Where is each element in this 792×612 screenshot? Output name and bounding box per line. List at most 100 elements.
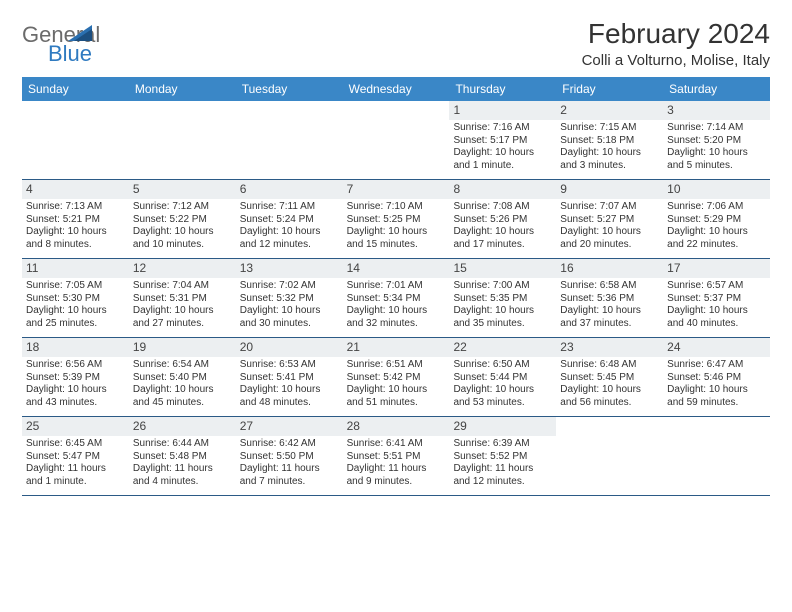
- day-cell: 18Sunrise: 6:56 AMSunset: 5:39 PMDayligh…: [22, 338, 129, 416]
- day-cell: 17Sunrise: 6:57 AMSunset: 5:37 PMDayligh…: [663, 259, 770, 337]
- sunrise-text: Sunrise: 6:39 AM: [453, 438, 552, 451]
- day-cell: 25Sunrise: 6:45 AMSunset: 5:47 PMDayligh…: [22, 417, 129, 495]
- day-cell: 6Sunrise: 7:11 AMSunset: 5:24 PMDaylight…: [236, 180, 343, 258]
- day-number: 18: [22, 338, 129, 357]
- day-cell: 5 Sunrise: 7:12 AMSunset: 5:22 PMDaylight…: [129, 180, 236, 258]
- day-number: 4: [22, 180, 129, 199]
- sunset-text: Sunset: 5:20 PM: [667, 135, 766, 148]
- week-row: 25Sunrise: 6:45 AMSunset: 5:47 PMDayligh…: [22, 417, 770, 496]
- weekday-header: Friday: [556, 77, 663, 101]
- day-number: 5: [129, 180, 236, 199]
- sunrise-text: Sunrise: 7:12 AM: [133, 201, 232, 214]
- sunrise-text: Sunrise: 6:58 AM: [560, 280, 659, 293]
- sunset-text: Sunset: 5:40 PM: [133, 372, 232, 385]
- sunset-text: Sunset: 5:26 PM: [453, 214, 552, 227]
- day-cell: 7Sunrise: 7:10 AMSunset: 5:25 PMDaylight…: [343, 180, 450, 258]
- sunrise-text: Sunrise: 7:04 AM: [133, 280, 232, 293]
- sunrise-text: Sunrise: 6:53 AM: [240, 359, 339, 372]
- day-cell: 28Sunrise: 6:41 AMSunset: 5:51 PMDayligh…: [343, 417, 450, 495]
- day-cell: 23Sunrise: 6:48 AMSunset: 5:45 PMDayligh…: [556, 338, 663, 416]
- day-number: 11: [22, 259, 129, 278]
- sunrise-text: Sunrise: 6:54 AM: [133, 359, 232, 372]
- sunset-text: Sunset: 5:25 PM: [347, 214, 446, 227]
- day-cell: .: [556, 417, 663, 495]
- daylight-text: Daylight: 10 hours and 48 minutes.: [240, 384, 339, 409]
- daylight-text: Daylight: 10 hours and 56 minutes.: [560, 384, 659, 409]
- sunset-text: Sunset: 5:29 PM: [667, 214, 766, 227]
- day-cell: 11Sunrise: 7:05 AMSunset: 5:30 PMDayligh…: [22, 259, 129, 337]
- sunset-text: Sunset: 5:46 PM: [667, 372, 766, 385]
- sunset-text: Sunset: 5:32 PM: [240, 293, 339, 306]
- daylight-text: Daylight: 10 hours and 53 minutes.: [453, 384, 552, 409]
- daylight-text: Daylight: 10 hours and 59 minutes.: [667, 384, 766, 409]
- sunset-text: Sunset: 5:39 PM: [26, 372, 125, 385]
- sunset-text: Sunset: 5:17 PM: [453, 135, 552, 148]
- daylight-text: Daylight: 10 hours and 22 minutes.: [667, 226, 766, 251]
- week-row: 4Sunrise: 7:13 AMSunset: 5:21 PMDaylight…: [22, 180, 770, 259]
- title-block: February 2024 Colli a Volturno, Molise, …: [582, 18, 770, 69]
- sunset-text: Sunset: 5:18 PM: [560, 135, 659, 148]
- sunset-text: Sunset: 5:21 PM: [26, 214, 125, 227]
- daylight-text: Daylight: 10 hours and 51 minutes.: [347, 384, 446, 409]
- day-number: 6: [236, 180, 343, 199]
- sunset-text: Sunset: 5:31 PM: [133, 293, 232, 306]
- day-number: 22: [449, 338, 556, 357]
- daylight-text: Daylight: 10 hours and 8 minutes.: [26, 226, 125, 251]
- day-cell: 12Sunrise: 7:04 AMSunset: 5:31 PMDayligh…: [129, 259, 236, 337]
- day-cell: 14Sunrise: 7:01 AMSunset: 5:34 PMDayligh…: [343, 259, 450, 337]
- day-number: 14: [343, 259, 450, 278]
- sunrise-text: Sunrise: 7:13 AM: [26, 201, 125, 214]
- sunrise-text: Sunrise: 7:01 AM: [347, 280, 446, 293]
- sunrise-text: Sunrise: 7:08 AM: [453, 201, 552, 214]
- day-cell: 27Sunrise: 6:42 AMSunset: 5:50 PMDayligh…: [236, 417, 343, 495]
- sunset-text: Sunset: 5:47 PM: [26, 451, 125, 464]
- sunset-text: Sunset: 5:48 PM: [133, 451, 232, 464]
- day-number: 7: [343, 180, 450, 199]
- sunrise-text: Sunrise: 6:50 AM: [453, 359, 552, 372]
- day-number: 13: [236, 259, 343, 278]
- day-cell: 16Sunrise: 6:58 AMSunset: 5:36 PMDayligh…: [556, 259, 663, 337]
- day-number: 8: [449, 180, 556, 199]
- day-number: 20: [236, 338, 343, 357]
- sunset-text: Sunset: 5:41 PM: [240, 372, 339, 385]
- sunset-text: Sunset: 5:34 PM: [347, 293, 446, 306]
- sunrise-text: Sunrise: 6:41 AM: [347, 438, 446, 451]
- sunrise-text: Sunrise: 6:44 AM: [133, 438, 232, 451]
- day-cell: .: [343, 101, 450, 179]
- day-number: 9: [556, 180, 663, 199]
- daylight-text: Daylight: 11 hours and 4 minutes.: [133, 463, 232, 488]
- sunrise-text: Sunrise: 7:00 AM: [453, 280, 552, 293]
- day-cell: 15Sunrise: 7:00 AMSunset: 5:35 PMDayligh…: [449, 259, 556, 337]
- sunrise-text: Sunrise: 7:02 AM: [240, 280, 339, 293]
- daylight-text: Daylight: 10 hours and 3 minutes.: [560, 147, 659, 172]
- daylight-text: Daylight: 10 hours and 25 minutes.: [26, 305, 125, 330]
- day-number: 12: [129, 259, 236, 278]
- sunset-text: Sunset: 5:22 PM: [133, 214, 232, 227]
- daylight-text: Daylight: 10 hours and 17 minutes.: [453, 226, 552, 251]
- day-number: 23: [556, 338, 663, 357]
- weekday-header: Wednesday: [343, 77, 450, 101]
- daylight-text: Daylight: 11 hours and 9 minutes.: [347, 463, 446, 488]
- day-cell: 22 Sunrise: 6:50 AMSunset: 5:44 PMDayligh…: [449, 338, 556, 416]
- week-row: 11Sunrise: 7:05 AMSunset: 5:30 PMDayligh…: [22, 259, 770, 338]
- sunset-text: Sunset: 5:35 PM: [453, 293, 552, 306]
- sunrise-text: Sunrise: 6:42 AM: [240, 438, 339, 451]
- day-cell: 4 Sunrise: 7:13 AMSunset: 5:21 PMDaylight…: [22, 180, 129, 258]
- day-cell: .: [22, 101, 129, 179]
- sunset-text: Sunset: 5:50 PM: [240, 451, 339, 464]
- day-cell: .: [663, 417, 770, 495]
- logo: General Blue: [22, 24, 98, 65]
- daylight-text: Daylight: 10 hours and 10 minutes.: [133, 226, 232, 251]
- weekday-header-row: SundayMondayTuesdayWednesdayThursdayFrid…: [22, 77, 770, 101]
- sunrise-text: Sunrise: 7:05 AM: [26, 280, 125, 293]
- weekday-header: Sunday: [22, 77, 129, 101]
- daylight-text: Daylight: 10 hours and 35 minutes.: [453, 305, 552, 330]
- day-number: 19: [129, 338, 236, 357]
- day-cell: 10Sunrise: 7:06 AMSunset: 5:29 PMDayligh…: [663, 180, 770, 258]
- daylight-text: Daylight: 10 hours and 5 minutes.: [667, 147, 766, 172]
- sunset-text: Sunset: 5:44 PM: [453, 372, 552, 385]
- header: General Blue February 2024 Colli a Voltu…: [22, 18, 770, 69]
- day-number: 3: [663, 101, 770, 120]
- calendar-grid: SundayMondayTuesdayWednesdayThursdayFrid…: [22, 77, 770, 496]
- day-number: 29: [449, 417, 556, 436]
